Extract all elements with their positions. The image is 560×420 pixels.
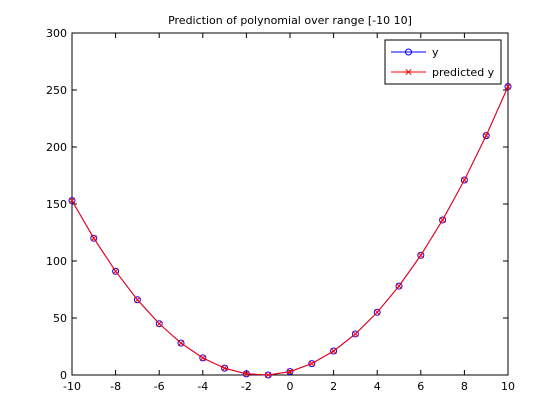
data-point <box>483 132 490 139</box>
y-tick-label: 250 <box>46 84 67 97</box>
legend-label-y: y <box>432 46 439 59</box>
data-point <box>112 268 119 275</box>
chart-title: Prediction of polynomial over range [-10… <box>168 14 412 27</box>
y-tick-label: 200 <box>46 141 67 154</box>
series-1 <box>68 83 512 379</box>
data-point <box>221 364 229 372</box>
data-point <box>133 296 141 304</box>
data-point <box>112 267 120 275</box>
y-tick-label: 100 <box>46 255 67 268</box>
x-tick-label: 6 <box>417 380 424 393</box>
data-point <box>177 340 185 347</box>
data-point <box>68 197 76 204</box>
x-axis: -10 -8 -6 -4 -2 0 2 4 6 8 10 <box>63 33 515 393</box>
legend-label-predicted-y: predicted y <box>432 66 495 79</box>
data-point <box>351 330 359 338</box>
data-point <box>155 320 163 328</box>
data-point <box>373 308 381 316</box>
data-point <box>221 365 228 372</box>
data-point <box>134 296 141 303</box>
legend-marker-predicted-y <box>405 68 412 76</box>
data-point <box>504 83 512 90</box>
data-point <box>265 371 272 379</box>
legend: y predicted y <box>384 39 502 85</box>
plot-area <box>71 32 509 376</box>
data-point <box>439 216 447 224</box>
y-tick-label: 50 <box>53 312 67 325</box>
y-axis: 0 50 100 150 200 250 300 <box>46 27 508 382</box>
legend-marker-y <box>405 48 412 56</box>
data-point <box>286 368 294 375</box>
y-tick-label: 150 <box>46 198 67 211</box>
data-point <box>308 360 315 367</box>
data-point <box>199 354 206 361</box>
y-tick-label: 0 <box>60 369 67 382</box>
data-point <box>395 283 403 290</box>
data-point <box>90 235 97 242</box>
data-point <box>243 370 250 377</box>
data-point <box>417 251 425 259</box>
data-point <box>330 347 338 355</box>
x-tick-label: 8 <box>461 380 468 393</box>
data-point <box>439 216 446 224</box>
x-tick-label: -2 <box>241 380 252 393</box>
data-point <box>352 330 359 338</box>
y-tick-label: 300 <box>46 27 67 40</box>
x-tick-label: -4 <box>197 380 208 393</box>
data-point <box>374 309 381 316</box>
data-point <box>330 348 337 355</box>
x-tick-label: -8 <box>110 380 121 393</box>
legend-box <box>384 39 502 85</box>
x-tick-label: 0 <box>287 380 294 393</box>
data-point <box>90 234 98 242</box>
data-point <box>504 83 512 91</box>
x-tick-label: -6 <box>154 380 165 393</box>
data-point <box>482 132 490 140</box>
x-tick-label: -10 <box>63 380 81 393</box>
data-point <box>460 176 468 184</box>
x-tick-label: 10 <box>501 380 515 393</box>
data-point <box>177 339 185 347</box>
data-point <box>308 360 316 368</box>
series-layer <box>68 83 512 379</box>
data-point <box>461 177 468 184</box>
data-point <box>68 197 76 205</box>
data-point <box>199 354 207 362</box>
x-tick-label: 4 <box>374 380 381 393</box>
data-point <box>395 282 403 290</box>
data-point <box>156 320 163 327</box>
x-tick-label: 2 <box>330 380 337 393</box>
data-point <box>417 252 424 259</box>
